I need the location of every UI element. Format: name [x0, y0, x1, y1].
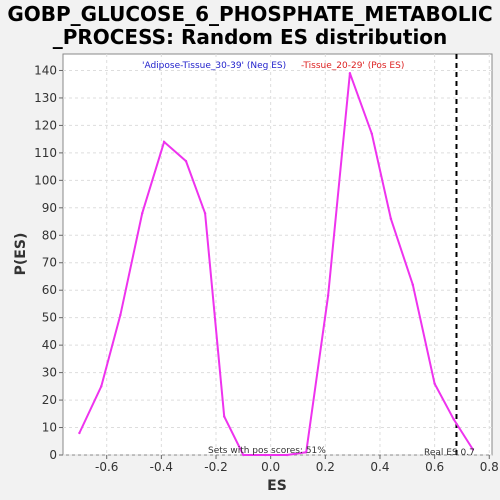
plot-area	[62, 53, 493, 456]
data-point	[203, 212, 207, 215]
grid	[63, 54, 492, 456]
series-points	[78, 72, 475, 457]
x-tick-label: 0.8	[480, 460, 499, 474]
series-line	[78, 72, 474, 456]
data-point	[119, 313, 122, 317]
y-tick-label: 130	[34, 91, 57, 105]
data-point	[285, 453, 289, 457]
data-point	[471, 448, 475, 451]
chart-title-line-2: _PROCESS: Random ES distribution	[53, 25, 448, 49]
y-tick-label: 10	[42, 421, 57, 435]
chart-title-line-1: GOBP_GLUCOSE_6_PHOSPHATE_METABOLIC	[7, 2, 492, 26]
data-point	[184, 159, 188, 163]
data-point	[326, 294, 330, 297]
y-tick-label: 70	[42, 256, 57, 270]
x-tick-label: -0.4	[150, 460, 173, 474]
y-axis-title: P(ES)	[13, 233, 29, 276]
annotation-real-es: Real ES 0.7	[424, 448, 475, 458]
data-point	[78, 431, 81, 435]
data-point	[348, 72, 352, 75]
data-point	[370, 132, 373, 135]
data-point	[242, 453, 245, 457]
y-tick-label: 0	[49, 448, 57, 462]
legend-neg-es: 'Adipose-Tissue_30-39' (Neg ES)	[142, 61, 286, 71]
x-tick-label: -0.6	[95, 460, 118, 474]
y-tick-label: 80	[42, 228, 57, 242]
x-tick-label: 0.6	[425, 460, 444, 474]
x-tick-label: 0.2	[316, 460, 335, 474]
annotation-pos-scores: Sets with pos scores: 51%	[208, 446, 326, 456]
y-tick-label: 140	[34, 63, 57, 77]
y-tick-label: 50	[42, 311, 57, 325]
data-point	[264, 453, 267, 457]
data-point	[100, 385, 103, 388]
x-tick-label: 0.0	[261, 460, 280, 474]
data-point	[223, 415, 226, 418]
y-tick-label: 90	[42, 201, 57, 215]
data-point	[411, 283, 414, 286]
data-point	[389, 217, 393, 220]
y-tick-label: 120	[34, 118, 57, 132]
data-point	[304, 451, 308, 454]
y-tick-label: 40	[42, 338, 57, 352]
y-tick-label: 60	[42, 283, 57, 297]
data-point	[452, 418, 455, 421]
data-point	[162, 140, 166, 144]
y-axis: 0 10 20 30 40 50 60 70 80 90 100 110 120 130 140	[34, 63, 63, 462]
x-axis-title: ES	[267, 478, 287, 494]
x-axis: -0.6 -0.4 -0.2 0.0 0.2 0.4 0.6 0.8	[95, 455, 499, 474]
y-tick-label: 100	[34, 173, 57, 187]
data-point	[141, 212, 144, 215]
x-tick-label: 0.4	[370, 460, 389, 474]
data-point	[433, 382, 436, 385]
y-tick-label: 30	[42, 366, 57, 380]
legend-pos-es: -Tissue_20-29' (Pos ES)	[301, 61, 404, 71]
x-tick-label: -0.2	[204, 460, 227, 474]
y-tick-label: 110	[34, 146, 57, 160]
y-tick-label: 20	[42, 393, 57, 407]
